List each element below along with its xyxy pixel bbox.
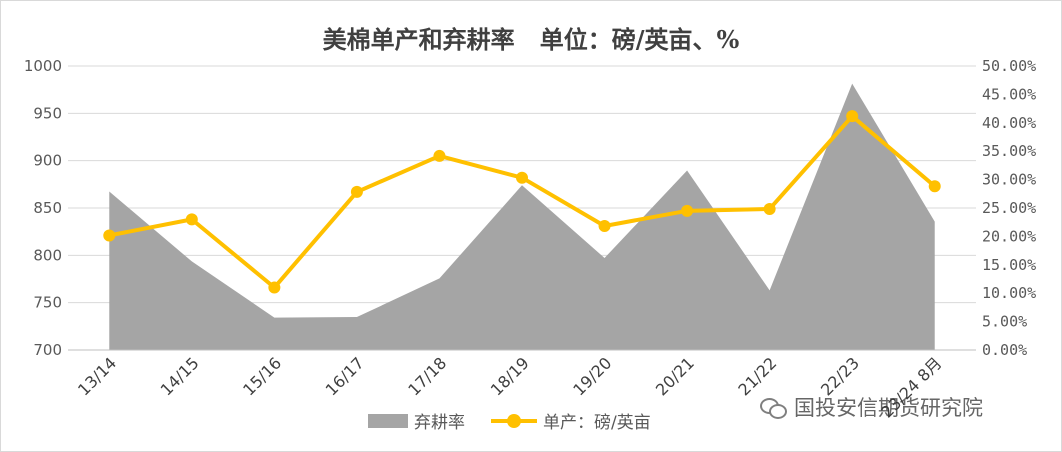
y-left-tick-label: 800: [33, 246, 62, 264]
y-right-tick-label: 5.00%: [982, 313, 1027, 331]
legend-label-area: 弃耕率: [414, 413, 465, 433]
y-right-tick-label: 35.00%: [982, 142, 1036, 160]
x-tick-label: 14/15: [157, 353, 203, 399]
y-right-tick-label: 50.00%: [982, 57, 1036, 75]
y-right-tick-label: 0.00%: [982, 341, 1027, 359]
legend-item-line[interactable]: 单产：磅/英亩: [491, 408, 651, 433]
line-series: [103, 110, 941, 294]
chart-title: 美棉单产和弃耕率 单位：磅/英亩、%: [322, 25, 740, 54]
watermark-text: 国投安信期货研究院: [794, 396, 983, 420]
y-right-tick-label: 30.00%: [982, 171, 1036, 189]
y-left-axis: 700 750 800 850 900 950 1000: [24, 57, 62, 359]
legend: 弃耕率 单产：磅/英亩: [368, 408, 677, 433]
y-left-tick-label: 1000: [24, 57, 62, 75]
y-right-tick-label: 10.00%: [982, 284, 1036, 302]
x-tick-label: 15/16: [239, 353, 285, 399]
y-left-tick-label: 750: [33, 294, 62, 312]
line-series-point: [928, 180, 941, 193]
y-left-tick-label: 700: [33, 341, 62, 359]
y-right-axis: 0.00% 5.00% 10.00% 15.00% 20.00% 25.00% 30.00%…: [982, 57, 1036, 359]
line-series-point: [185, 213, 198, 226]
x-tick-label: 13/14: [74, 353, 120, 399]
y-right-tick-label: 25.00%: [982, 199, 1036, 217]
legend-label-line: 单产：磅/英亩: [543, 413, 651, 433]
legend-swatch-area: [368, 413, 408, 428]
area-series-shape: [109, 83, 935, 350]
line-series-point: [268, 281, 281, 294]
line-series-point: [846, 110, 859, 123]
line-series-point: [516, 171, 528, 184]
line-series-point: [598, 219, 611, 232]
legend-item-area[interactable]: 弃耕率: [368, 408, 465, 433]
watermark: 国投安信期货研究院: [760, 392, 983, 422]
line-series-point: [350, 185, 363, 198]
y-right-tick-label: 15.00%: [982, 256, 1036, 274]
y-right-tick-label: 45.00%: [982, 85, 1036, 103]
x-tick-label: 18/19: [487, 353, 533, 399]
wechat-icon: [760, 396, 788, 419]
y-left-tick-label: 950: [33, 104, 62, 122]
x-tick-label: 20/21: [652, 353, 698, 399]
area-series: [109, 83, 935, 350]
line-series-point: [103, 229, 116, 242]
x-tick-label: 17/18: [404, 353, 450, 399]
y-right-tick-label: 40.00%: [982, 114, 1036, 132]
y-left-tick-label: 900: [33, 152, 62, 170]
y-right-tick-label: 20.00%: [982, 227, 1036, 245]
line-series-point: [681, 204, 694, 217]
y-left-tick-label: 850: [33, 199, 62, 217]
line-series-point: [433, 149, 446, 162]
line-series-point: [763, 202, 776, 215]
x-tick-label: 16/17: [322, 353, 368, 399]
x-tick-label: 19/20: [569, 353, 615, 399]
legend-swatch-line: [491, 413, 537, 428]
